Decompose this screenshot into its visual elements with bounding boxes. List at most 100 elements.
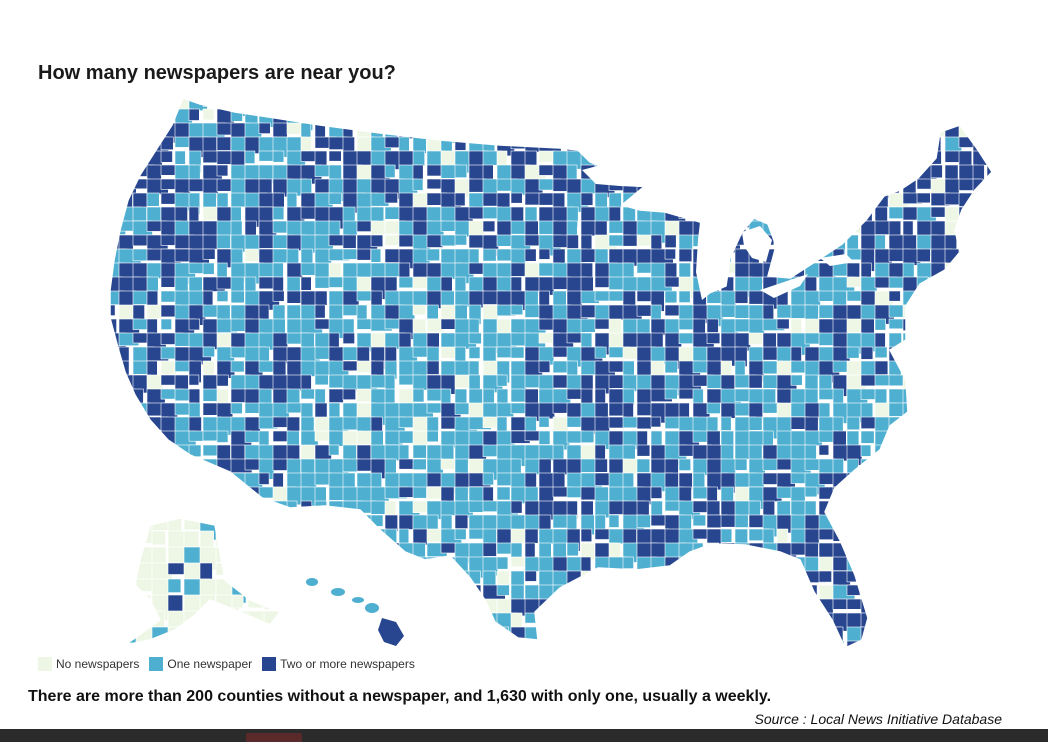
us-county-cell — [902, 486, 920, 506]
us-county-cell — [846, 318, 863, 333]
us-county-cell — [454, 108, 472, 127]
us-county-cell — [874, 164, 894, 181]
us-county-cell — [328, 150, 342, 162]
us-county-cell — [454, 514, 469, 529]
taskbar-tab[interactable] — [246, 733, 302, 742]
us-county-cell — [482, 472, 494, 486]
us-county-cell — [762, 206, 780, 221]
us-county-cell — [300, 500, 313, 517]
us-county-cell — [986, 528, 992, 548]
us-county-cell — [972, 290, 991, 303]
us-county-cell — [692, 98, 711, 114]
us-county-cell — [888, 136, 908, 155]
us-county-cell — [790, 248, 808, 264]
us-county-cell — [888, 598, 908, 611]
us-county-cell — [608, 542, 621, 558]
us-county-cell — [384, 584, 401, 596]
us-county-cell — [132, 528, 145, 544]
us-county-cell — [986, 486, 992, 498]
us-county-cell — [188, 458, 202, 480]
us-county-cell — [650, 612, 663, 629]
us-county-cell — [538, 612, 562, 625]
us-county-cell — [902, 164, 920, 180]
us-county-cell — [132, 192, 148, 209]
us-county-cell — [986, 220, 992, 244]
us-county-cell — [930, 458, 953, 478]
us-county-cell — [118, 98, 132, 115]
us-county-cell — [720, 164, 739, 184]
us-county-cell — [426, 570, 447, 583]
us-county-cell — [776, 150, 796, 169]
us-county-cell — [930, 472, 950, 496]
us-county-cell — [930, 402, 942, 417]
us-county-cell — [342, 206, 356, 224]
us-county-cell — [832, 178, 844, 199]
us-county-cell — [426, 640, 440, 648]
us-county-cell — [188, 374, 200, 386]
us-county-cell — [244, 514, 259, 528]
us-county-cell — [258, 556, 277, 568]
us-county-cell — [972, 248, 988, 262]
ak-county-cell — [125, 594, 139, 612]
us-county-cell — [440, 234, 458, 247]
us-county-cell — [762, 108, 775, 124]
us-county-cell — [706, 430, 721, 447]
us-county-cell — [174, 486, 198, 507]
us-county-cell — [160, 234, 178, 246]
us-county-cell — [370, 500, 388, 515]
us-county-cell — [454, 192, 466, 207]
us-county-cell — [258, 178, 273, 196]
us-county-cell — [986, 570, 992, 590]
us-county-cell — [398, 598, 421, 616]
us-county-cell — [370, 430, 384, 447]
us-county-cell — [958, 304, 970, 324]
us-county-cell — [664, 290, 678, 304]
us-county-cell — [692, 556, 715, 579]
us-county-cell — [110, 178, 117, 201]
us-county-cell — [230, 402, 243, 414]
us-county-cell — [594, 346, 607, 359]
us-county-cell — [174, 472, 193, 491]
us-county-cell — [566, 234, 579, 249]
us-county-cell — [790, 570, 802, 589]
us-county-cell — [888, 626, 911, 640]
us-county-cell — [202, 262, 215, 275]
us-county-cell — [118, 598, 141, 621]
hawaii-island-molokai — [352, 597, 364, 603]
us-county-cell — [272, 640, 296, 648]
us-county-cell — [916, 458, 933, 472]
us-county-cell — [930, 416, 947, 431]
us-county-cell — [958, 612, 972, 635]
us-county-cell — [650, 598, 672, 619]
us-county-cell — [692, 640, 706, 648]
us-county-cell — [902, 234, 917, 251]
us-county-cell — [664, 598, 682, 615]
us-county-cell — [664, 122, 683, 136]
us-county-cell — [566, 640, 581, 648]
us-county-cell — [972, 556, 989, 568]
us-county-cell — [300, 598, 317, 618]
us-county-cell — [230, 612, 242, 636]
us-county-cell — [944, 458, 965, 479]
us-county-cell — [678, 626, 702, 641]
us-county-cell — [216, 612, 233, 626]
us-county-cell — [202, 640, 223, 648]
us-county-cell — [202, 346, 215, 358]
us-county-cell — [230, 136, 246, 153]
ak-county-cell — [231, 594, 244, 609]
us-county-cell — [244, 98, 260, 110]
us-county-cell — [972, 304, 985, 318]
us-county-cell — [818, 444, 830, 456]
us-county-cell — [650, 192, 664, 211]
us-county-cell — [622, 584, 636, 608]
us-county-cell — [972, 346, 992, 364]
us-county-cell — [958, 416, 979, 432]
us-county-cell — [440, 290, 455, 307]
us-county-cell — [706, 108, 729, 122]
us-county-cell — [174, 332, 190, 347]
us-county-cell — [734, 108, 747, 128]
ak-county-cell — [125, 518, 143, 531]
lake-huron — [742, 226, 772, 262]
us-county-cell — [328, 388, 344, 403]
us-county-cell — [118, 528, 138, 545]
